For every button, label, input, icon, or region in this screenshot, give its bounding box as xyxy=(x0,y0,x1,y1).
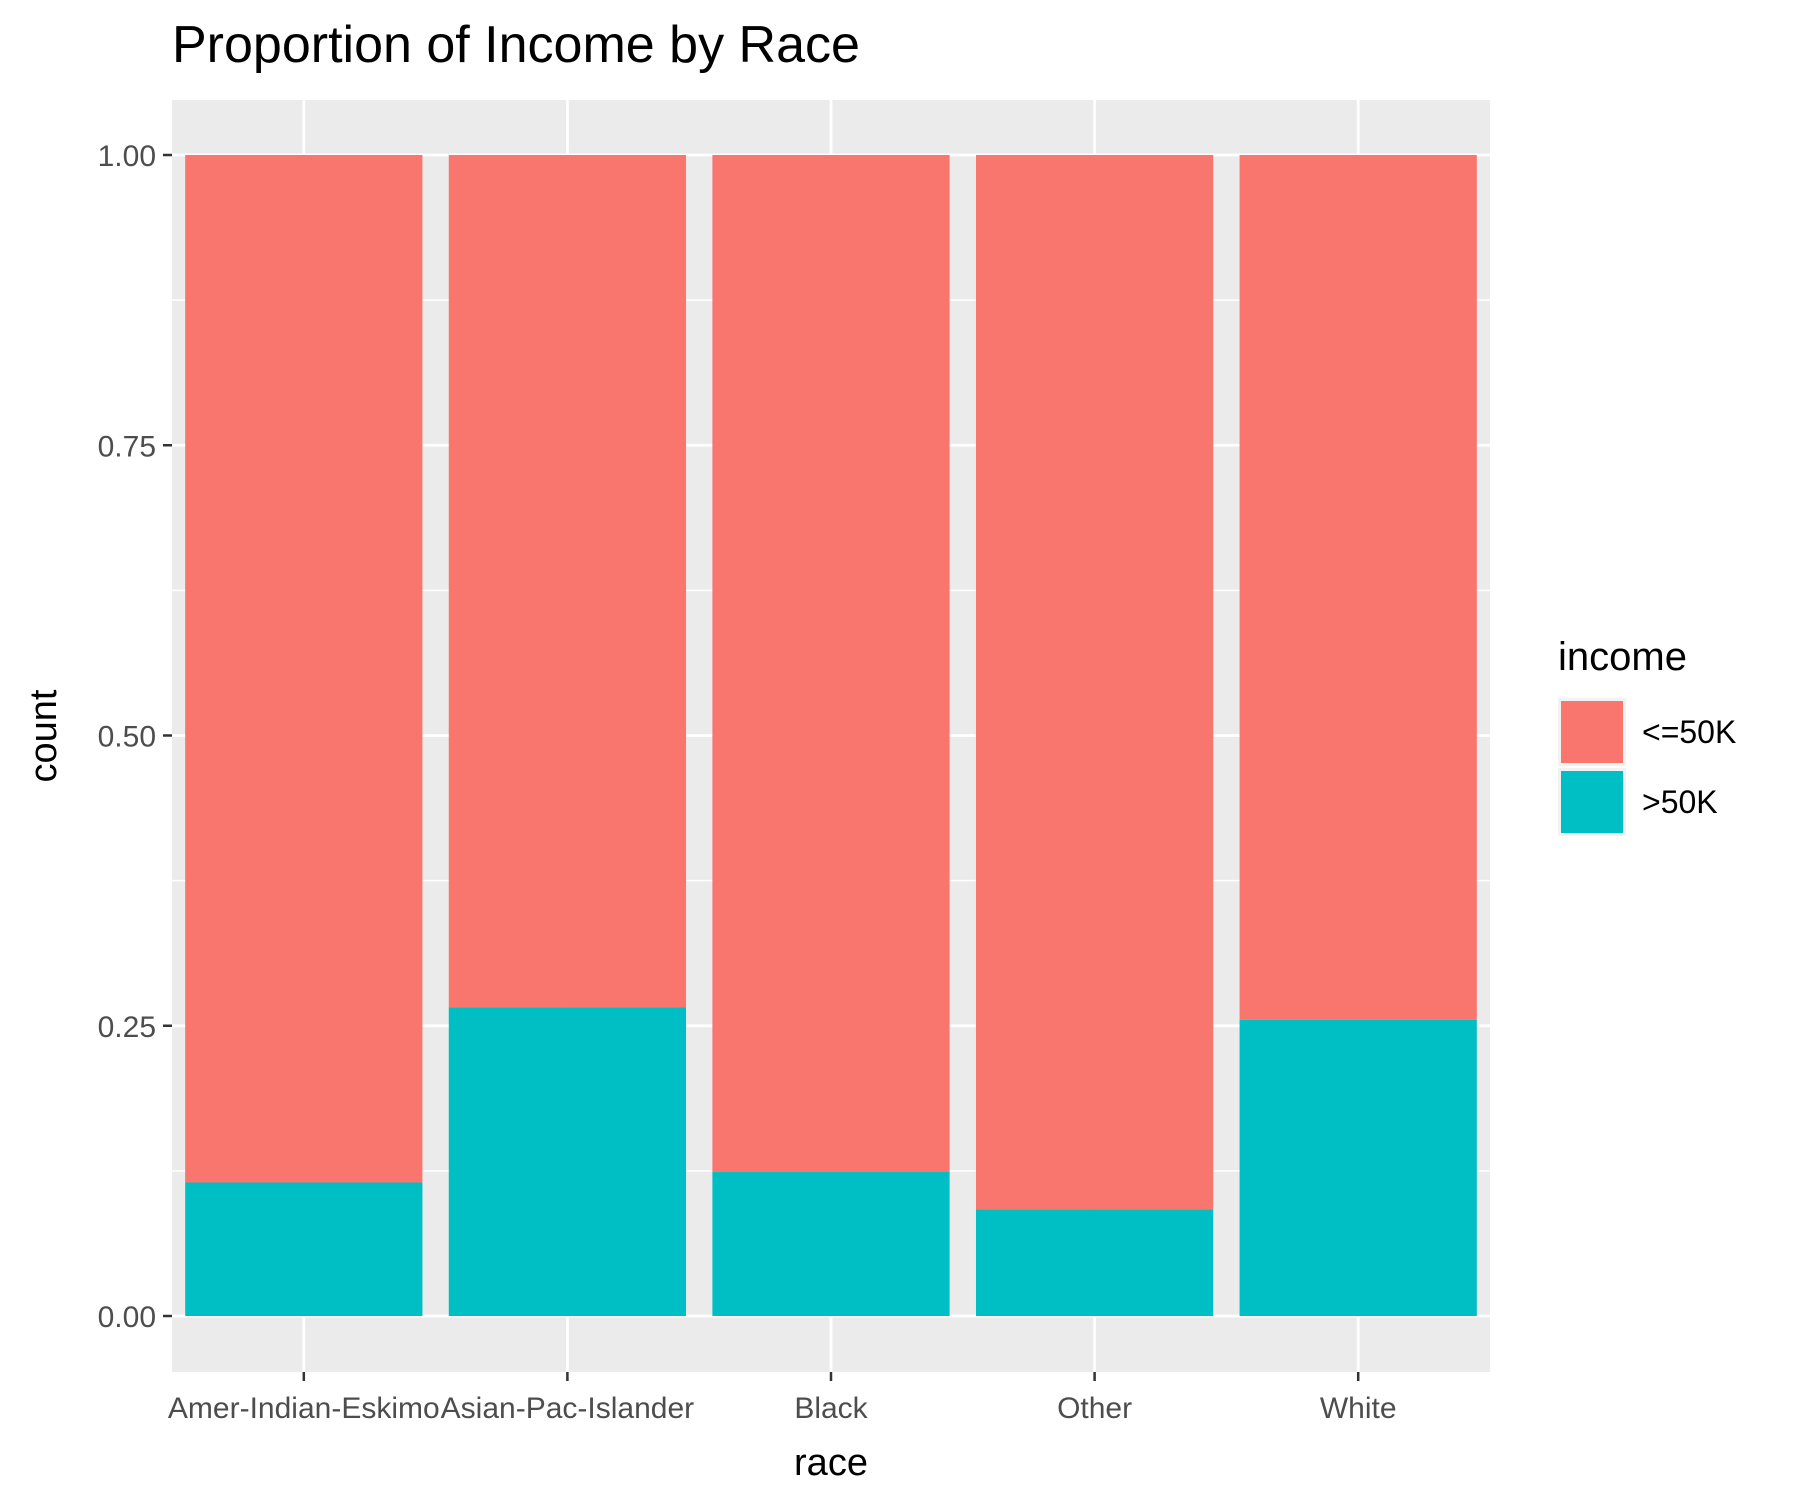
y-tick-label: 0.75 xyxy=(98,430,156,463)
x-tick-label: Asian-Pac-Islander xyxy=(441,1392,694,1425)
x-tick-label: White xyxy=(1320,1392,1397,1425)
legend: income <=50K >50K xyxy=(1558,635,1736,836)
bar-segment xyxy=(712,1172,950,1316)
y-tick-label: 1.00 xyxy=(98,140,156,173)
x-tick-label: Amer-Indian-Eskimo xyxy=(168,1392,440,1425)
bar-segment xyxy=(712,155,950,1173)
legend-label: >50K xyxy=(1642,784,1718,820)
y-tick-label: 0.50 xyxy=(98,721,156,754)
x-tick-label: Black xyxy=(794,1392,868,1425)
chart-title: Proportion of Income by Race xyxy=(172,16,860,74)
bar-segment xyxy=(975,1209,1214,1316)
bar-segment xyxy=(1239,1019,1477,1316)
bar-segment xyxy=(1239,155,1477,1020)
legend-key xyxy=(1561,701,1623,763)
bar-segment xyxy=(185,155,423,1183)
bar-segment xyxy=(975,155,1214,1210)
bar-segment xyxy=(185,1182,423,1316)
y-tick-label: 0.00 xyxy=(98,1301,156,1334)
y-axis: 0.00 0.25 0.50 0.75 1.00 xyxy=(98,140,172,1334)
bar-segment xyxy=(448,155,687,1008)
y-axis-title: count xyxy=(23,689,65,782)
legend-label: <=50K xyxy=(1642,714,1736,750)
x-tick-label: Other xyxy=(1057,1392,1132,1425)
legend-title: income xyxy=(1558,635,1687,679)
legend-key xyxy=(1561,771,1623,833)
y-tick-label: 0.25 xyxy=(98,1011,156,1044)
x-axis-title: race xyxy=(794,1442,868,1484)
bars xyxy=(185,155,1477,1316)
bar-segment xyxy=(448,1007,687,1316)
x-axis: Amer-Indian-Eskimo Asian-Pac-Islander Blac… xyxy=(168,1372,1397,1425)
